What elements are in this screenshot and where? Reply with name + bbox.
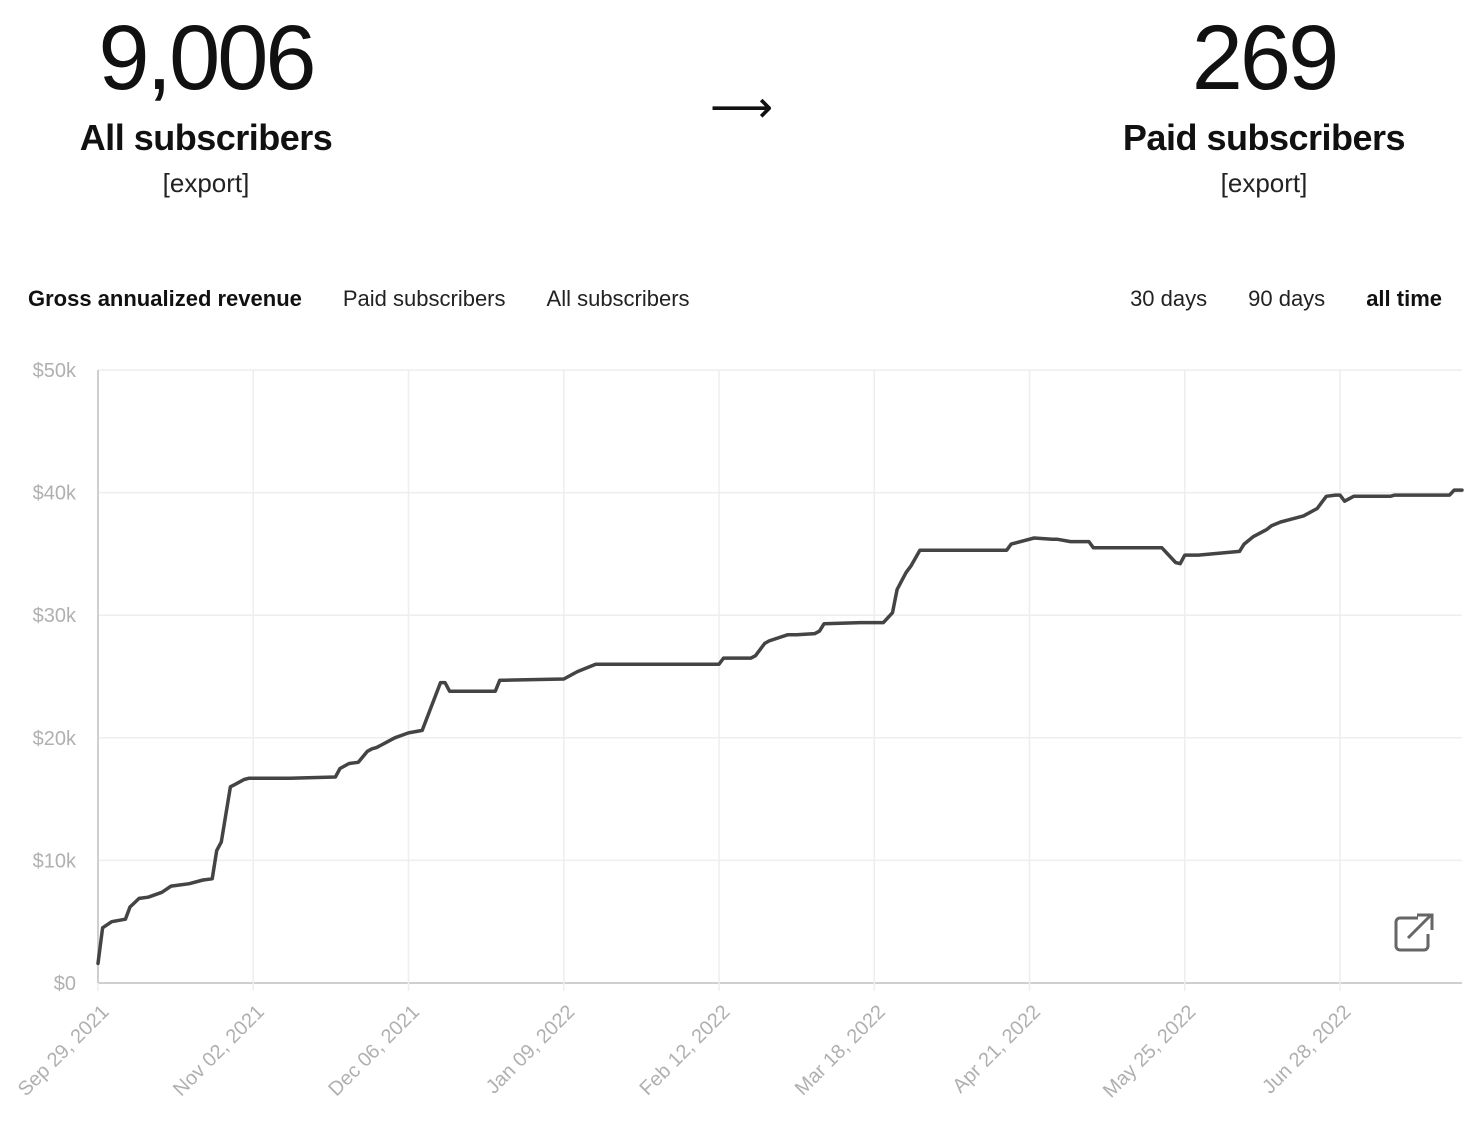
grid-lines	[97, 369, 1462, 991]
x-tick-label: May 25, 2022	[1099, 1001, 1200, 1102]
y-tick-label: $50k	[33, 360, 77, 382]
x-tick-label: Dec 06, 2021	[324, 1001, 424, 1101]
x-tick-label: Jan 09, 2022	[482, 1001, 579, 1098]
x-tick-label: Mar 18, 2022	[791, 1001, 890, 1100]
paid-subscribers-stat: 269 Paid subscribers [export]	[1054, 0, 1472, 199]
x-tick-label: Jun 28, 2022	[1258, 1001, 1355, 1098]
x-tick-label: Apr 21, 2022	[948, 1001, 1045, 1098]
y-axis-labels: $0 $10k $20k $30k $40k $50k	[33, 360, 77, 995]
x-tick-label: Sep 29, 2021	[14, 1001, 114, 1101]
y-tick-label: $40k	[33, 483, 77, 505]
paid-subscribers-label: Paid subscribers	[1122, 117, 1406, 158]
export-paid-subscribers-link[interactable]: [export]	[1220, 167, 1308, 198]
paid-subscribers-count: 269	[1191, 7, 1340, 109]
range-30-days[interactable]: 30 days	[1130, 286, 1208, 311]
y-tick-label: $10k	[33, 850, 77, 872]
range-all-time[interactable]: all time	[1366, 286, 1442, 311]
all-subscribers-stat: 9,006 All subscribers [export]	[0, 0, 416, 199]
all-subscribers-label: All subscribers	[79, 117, 333, 158]
range-90-days[interactable]: 90 days	[1248, 286, 1326, 311]
time-range-selector: 30 days 90 days all time	[1130, 286, 1442, 312]
tab-paid-subscribers[interactable]: Paid subscribers	[342, 286, 506, 311]
all-subscribers-count: 9,006	[98, 7, 316, 109]
y-tick-label: $0	[54, 973, 76, 995]
revenue-series-line	[96, 488, 1464, 966]
export-all-subscribers-link[interactable]: [export]	[162, 167, 250, 198]
x-axis-labels: Sep 29, 2021 Nov 02, 2021 Dec 06, 2021 Jan …	[14, 1001, 1356, 1102]
revenue-chart: $0 $10k $20k $30k $40k $50k Sep 29, 2021 Nov 0…	[14, 360, 1464, 1102]
external-link-icon[interactable]	[1392, 910, 1436, 954]
metric-tabs: Gross annualized revenue Paid subscriber…	[28, 286, 690, 312]
x-tick-label: Feb 12, 2022	[636, 1001, 735, 1100]
y-tick-label: $30k	[33, 605, 77, 627]
tab-gross-annualized-revenue[interactable]: Gross annualized revenue	[28, 286, 302, 311]
y-tick-label: $20k	[33, 728, 77, 750]
arrow-icon: ⟶	[710, 82, 774, 133]
x-tick-label: Nov 02, 2021	[169, 1001, 269, 1101]
tab-all-subscribers[interactable]: All subscribers	[546, 286, 690, 311]
